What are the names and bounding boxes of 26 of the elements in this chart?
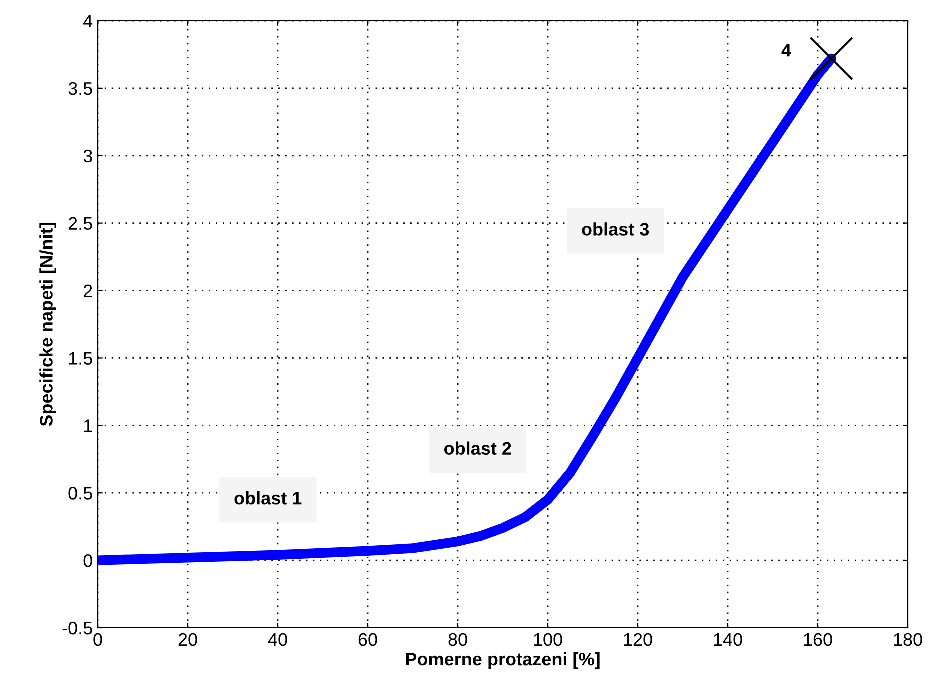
y-tick-label: 3.5 xyxy=(68,82,92,96)
annotation: oblast 2 xyxy=(444,442,512,455)
annotation: 4 xyxy=(782,44,792,57)
y-tick-label: 2.5 xyxy=(68,217,92,230)
x-tick-label: 160 xyxy=(804,633,832,646)
x-tick-label: 180 xyxy=(894,633,922,646)
y-tick-label: -0.5 xyxy=(62,622,92,635)
y-tick-label: 2 xyxy=(84,284,92,298)
y-tick-label: 4 xyxy=(84,15,93,28)
x-tick-label: 140 xyxy=(714,633,742,646)
x-tick-label: 20 xyxy=(178,633,198,646)
x-tick-label: 60 xyxy=(358,633,378,646)
annotation: oblast 1 xyxy=(234,492,302,505)
y-tick-label: 1.5 xyxy=(69,352,92,365)
x-axis-title: Pomerne protazeni [%] xyxy=(406,652,600,670)
y-axis-title: Specificke napeti [N/nit] xyxy=(40,223,56,426)
y-tick-label: 0 xyxy=(84,554,92,568)
annotation: oblast 3 xyxy=(582,222,650,236)
y-tick-label: 0.5 xyxy=(68,487,92,500)
x-tick-label: 100 xyxy=(534,633,562,646)
y-tick-label: 3 xyxy=(84,150,92,163)
y-tick-label: 1 xyxy=(84,420,92,432)
x-tick-label: 0 xyxy=(94,633,102,646)
x-tick-label: 120 xyxy=(624,633,652,646)
x-tick-label: 80 xyxy=(448,633,468,646)
x-tick-label: 40 xyxy=(268,633,288,646)
